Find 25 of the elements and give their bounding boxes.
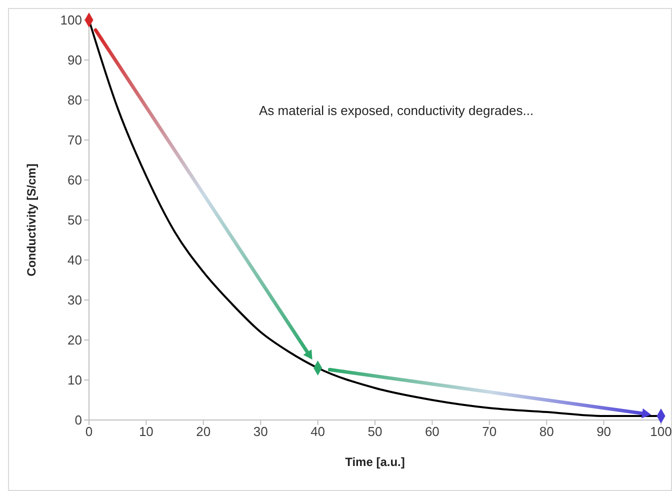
y-axis-title: Conductivity [S/cm] xyxy=(24,164,38,276)
y-tick-label: 80 xyxy=(68,92,82,108)
x-tick-label: 20 xyxy=(196,424,211,440)
x-tick-label: 90 xyxy=(596,424,612,440)
y-tick-label: 70 xyxy=(68,132,82,148)
y-tick-label: 60 xyxy=(68,172,82,188)
annotation: As material is exposed, conductivity degrades... xyxy=(259,103,534,118)
x-tick-label: 50 xyxy=(368,424,382,440)
x-tick-label: 0 xyxy=(85,424,93,440)
x-tick-label: 70 xyxy=(482,424,497,440)
x-tick-label: 10 xyxy=(138,424,154,440)
y-tick-label: 100 xyxy=(60,12,82,28)
y-tick-label: 30 xyxy=(68,292,82,308)
y-tick-label: 20 xyxy=(68,332,82,348)
x-tick-label: 40 xyxy=(310,424,326,440)
y-tick-label: 50 xyxy=(68,212,82,228)
y-tick-label: 10 xyxy=(68,372,82,388)
y-tick-label: 90 xyxy=(68,52,82,68)
x-axis-title: Time [a.u.] xyxy=(345,455,405,469)
x-tick-label: 80 xyxy=(539,424,554,440)
x-tick-label: 100 xyxy=(650,424,672,440)
y-tick-label: 0 xyxy=(74,412,82,428)
y-tick-label: 40 xyxy=(68,252,82,268)
x-tick-label: 30 xyxy=(253,424,268,440)
x-tick-label: 60 xyxy=(424,424,440,440)
